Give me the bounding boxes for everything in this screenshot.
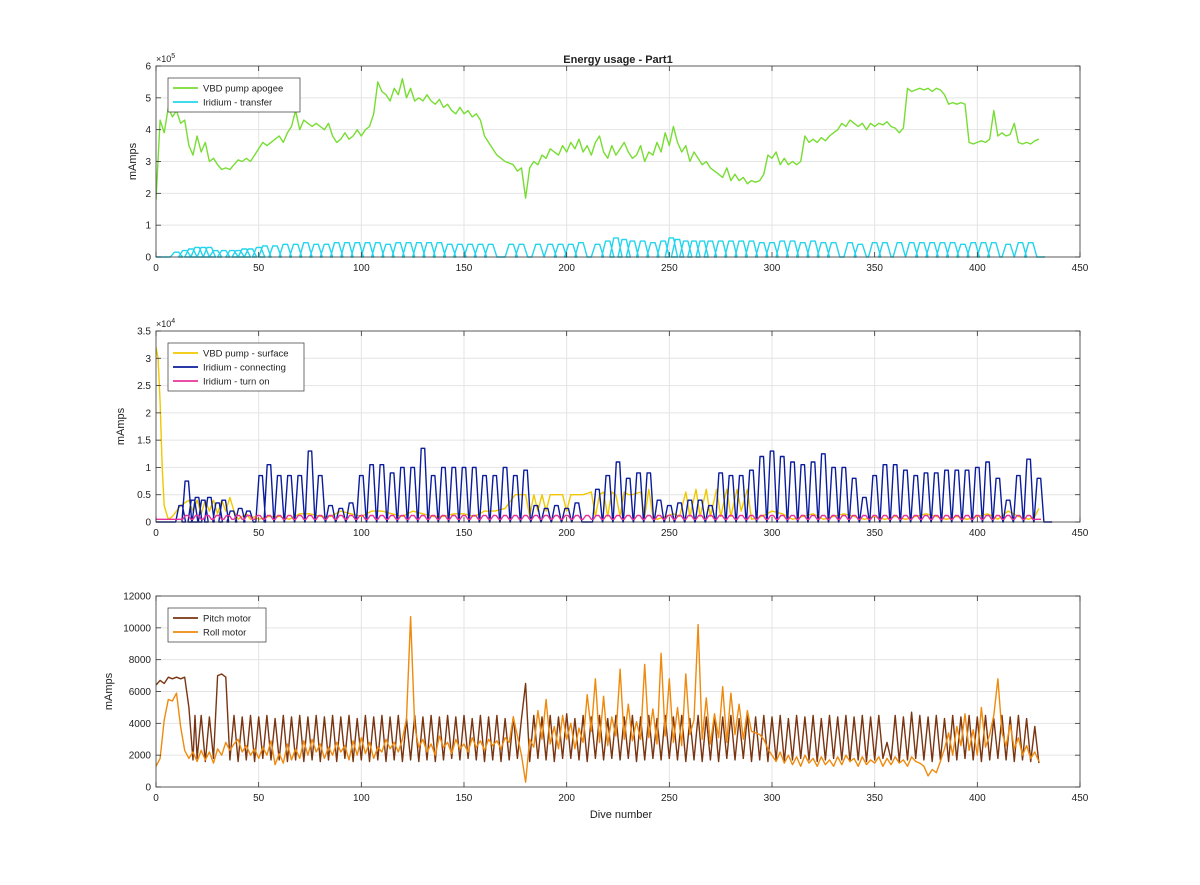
legend-box <box>167 607 267 643</box>
plots-container: 0 50 100 150 200 250 300 350 400 4500123456×105mA… <box>103 53 1089 804</box>
y-tick-label: 2 <box>145 408 151 419</box>
x-tick-label: 450 <box>1072 793 1089 804</box>
x-tick-label: 150 <box>456 528 473 539</box>
series-group <box>156 616 1040 783</box>
y-tick-label: 3 <box>145 157 151 168</box>
y-tick-label: 2.5 <box>137 381 151 392</box>
y-tick-label: 1 <box>145 463 151 474</box>
y-tick-label: 4 <box>145 125 151 136</box>
x-tick-label: 100 <box>353 793 370 804</box>
x-tick-label: 400 <box>969 528 986 539</box>
y-tick-label: 3 <box>145 354 151 365</box>
x-tick-label: 50 <box>253 528 265 539</box>
y-axis-label: mAmps <box>115 407 127 445</box>
y-tick-label: 2000 <box>129 751 152 762</box>
legend-label: Iridium - connecting <box>203 363 286 374</box>
y-exponent-label: ×105 <box>156 53 175 64</box>
legend-label: Roll motor <box>203 628 246 639</box>
y-exponent-label: ×104 <box>156 318 175 329</box>
legend: Pitch motor Roll motor <box>167 607 267 643</box>
x-tick-label: 300 <box>764 263 781 274</box>
y-tick-label: 6000 <box>129 687 152 698</box>
x-tick-label: 50 <box>253 263 265 274</box>
x-tick-label: 400 <box>969 793 986 804</box>
y-tick-label: 12000 <box>123 592 151 603</box>
x-tick-label: 450 <box>1072 528 1089 539</box>
x-tick-label: 100 <box>353 263 370 274</box>
x-tick-label: 150 <box>456 793 473 804</box>
x-tick-label: 150 <box>456 263 473 274</box>
series-group <box>156 347 1053 523</box>
series-line-1-1 <box>156 77 1040 200</box>
x-tick-label: 250 <box>661 263 678 274</box>
series-line-2-3 <box>156 514 1041 520</box>
x-tick-label: 200 <box>558 793 575 804</box>
series-line-2-2 <box>156 447 1053 523</box>
x-tick-label: 0 <box>153 263 159 274</box>
x-tick-label: 250 <box>661 793 678 804</box>
subplot-3: 0 50 100 150 200 250 300 350 400 450 0 2000 4000 6000… <box>103 592 1089 805</box>
x-tick-label: 200 <box>558 263 575 274</box>
legend: VBD pump apogee Iridium - transfer <box>167 77 301 113</box>
x-tick-label: 350 <box>866 528 883 539</box>
y-tick-label: 6 <box>145 62 151 73</box>
legend-label: Pitch motor <box>203 614 251 625</box>
y-tick-label: 0 <box>145 253 151 264</box>
legend-label: Iridium - turn on <box>203 377 270 388</box>
x-tick-label: 400 <box>969 263 986 274</box>
axes-frame <box>155 330 1081 523</box>
y-tick-label: 0 <box>145 783 151 794</box>
y-axis-label: mAmps <box>103 672 115 710</box>
series-line-3-2 <box>156 616 1040 783</box>
x-tick-label: 300 <box>764 793 781 804</box>
y-axis-label: mAmps <box>127 142 139 180</box>
x-tick-label: 0 <box>153 793 159 804</box>
y-tick-label: 2 <box>145 189 151 200</box>
subplot-1: 0 50 100 150 200 250 300 350 400 450 0 1 2 3 4 5 6 ×105 mA… <box>127 53 1089 274</box>
y-tick-label: 1 <box>145 221 151 232</box>
y-tick-label: 3.5 <box>137 327 151 338</box>
x-tick-label: 350 <box>866 263 883 274</box>
legend-label: Iridium - transfer <box>203 98 272 109</box>
x-axis-label: Dive number <box>590 809 653 821</box>
y-tick-label: 0.5 <box>137 490 151 501</box>
x-tick-label: 450 <box>1072 263 1089 274</box>
x-tick-label: 200 <box>558 528 575 539</box>
plot-area <box>156 331 1080 522</box>
y-tick-label: 0 <box>145 518 151 529</box>
legend: VBD pump - surface Iridium - connecting Ir… <box>167 342 305 392</box>
x-tick-label: 50 <box>253 793 265 804</box>
x-tick-label: 100 <box>353 528 370 539</box>
series-line-3-1 <box>156 673 1040 764</box>
x-tick-label: 0 <box>153 528 159 539</box>
y-tick-label: 10000 <box>123 623 151 634</box>
legend-label: VBD pump - surface <box>203 349 289 360</box>
y-tick-label: 1.5 <box>137 436 151 447</box>
y-tick-label: 8000 <box>129 655 152 666</box>
legend-label: VBD pump apogee <box>203 84 283 95</box>
legend-box <box>167 77 301 113</box>
x-tick-label: 250 <box>661 528 678 539</box>
x-tick-label: 300 <box>764 528 781 539</box>
subplot-2: 0 50 100 150 200 250 300 350 400 450 0 0.5 1 1.5 2 2.5 3… <box>115 318 1089 539</box>
y-tick-label: 5 <box>145 93 151 104</box>
figure-title: Energy usage - Part1 <box>563 54 672 66</box>
y-tick-label: 4000 <box>129 719 152 730</box>
x-tick-label: 350 <box>866 793 883 804</box>
